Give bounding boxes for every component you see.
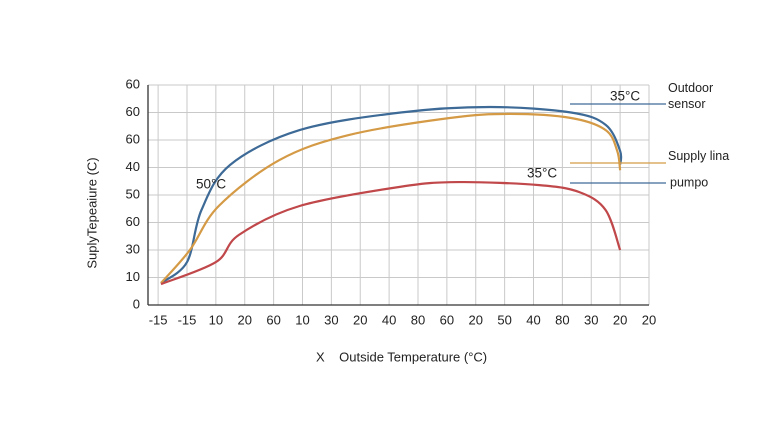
y-tick-label: 50 — [126, 186, 140, 201]
legend-label: Outdoor sensor — [668, 81, 714, 111]
series-line — [160, 112, 622, 284]
x-tick-label: -15 — [178, 312, 197, 327]
x-tick-label: 20 — [613, 312, 627, 327]
y-tick-label: 30 — [126, 241, 140, 256]
x-axis-label: X Outside Temperature (°C) — [316, 349, 487, 364]
x-tick-label: 10 — [295, 312, 309, 327]
x-tick-label: 40 — [382, 312, 396, 327]
y-tick-label: 60 — [126, 76, 140, 91]
x-tick-label: 30 — [324, 312, 338, 327]
annotation: 35°C — [610, 89, 640, 104]
annotation: 50°C — [196, 177, 226, 192]
y-tick-label: 0 — [133, 296, 140, 311]
x-tick-label: 20 — [353, 312, 367, 327]
x-tick-label: -15 — [149, 312, 168, 327]
y-tick-label: 10 — [126, 269, 140, 284]
x-tick-label: 20 — [238, 312, 252, 327]
x-tick-label: 20 — [642, 312, 656, 327]
series-line — [160, 180, 622, 286]
series-line — [160, 105, 623, 284]
annotation: 35°C — [527, 166, 557, 181]
x-tick-label: 50 — [497, 312, 511, 327]
y-tick-label: 40 — [126, 159, 140, 174]
x-tick-label: 60 — [266, 312, 280, 327]
annotation: pumpo — [670, 175, 708, 189]
x-tick-label: 10 — [209, 312, 223, 327]
x-tick-label: 40 — [526, 312, 540, 327]
x-tick-label: 60 — [440, 312, 454, 327]
y-axis-label: SuplyTepeaiure (C) — [84, 157, 99, 268]
x-tick-label: 80 — [411, 312, 425, 327]
y-tick-label: 60 — [126, 214, 140, 229]
y-tick-label: 60 — [126, 104, 140, 119]
x-tick-label: 80 — [555, 312, 569, 327]
x-tick-label: 20 — [469, 312, 483, 327]
x-tick-label: 30 — [584, 312, 598, 327]
legend-label: Supply lina — [668, 149, 730, 163]
y-tick-label: 60 — [126, 131, 140, 146]
